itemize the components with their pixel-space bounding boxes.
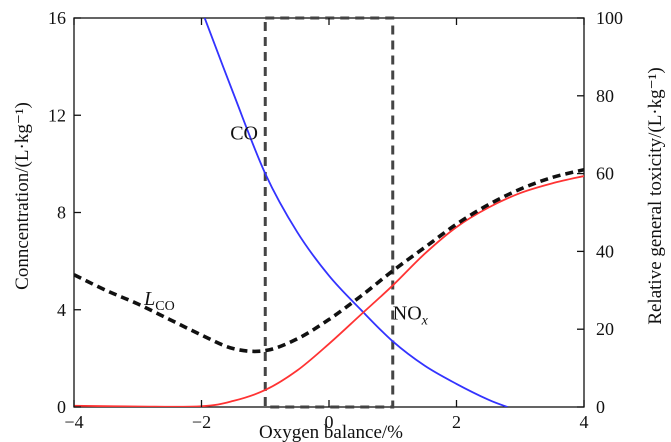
annotation-nox: NOx	[393, 302, 429, 328]
y-right-tick-label: 60	[596, 164, 614, 184]
plot-frame	[73, 17, 585, 408]
x-tick-label: 4	[580, 412, 589, 432]
series-line-lco	[74, 167, 584, 354]
annotation-co: CO	[230, 123, 258, 145]
x-tick-label: 0	[325, 412, 334, 432]
x-tick-label: 2	[452, 412, 461, 432]
y-left-tick-label: 12	[48, 105, 66, 125]
series-layer	[74, 18, 584, 407]
y-right-tick-label: 100	[596, 8, 623, 28]
y-right-tick-label: 40	[596, 241, 614, 261]
y-left-tick-label: 8	[57, 203, 66, 223]
y-left-tick-label: 16	[48, 8, 66, 28]
y-right-tick-label: 80	[596, 86, 614, 106]
right-axis-title: Relative general toxicity/(L·kg⁻¹)	[645, 67, 666, 324]
y-left-tick-label: 0	[57, 397, 66, 417]
region-box	[263, 16, 395, 409]
x-tick-label: −4	[64, 412, 83, 432]
y-right-tick-label: 0	[596, 397, 605, 417]
y-left-tick-label: 4	[57, 300, 66, 320]
y-right-tick-label: 20	[596, 319, 614, 339]
series-line-co	[203, 18, 508, 407]
plot-border	[73, 17, 585, 408]
left-axis-title: Conncentration/(L·kg⁻¹)	[12, 102, 33, 290]
series-line-nox	[74, 175, 584, 407]
x-tick-label: −2	[192, 412, 211, 432]
region-box-layer	[263, 16, 395, 409]
x-axis-title: Oxygen balance/%	[259, 422, 403, 442]
annotation-layer: CO NOx LCO	[143, 123, 429, 329]
annotation-lco: LCO	[143, 288, 175, 314]
